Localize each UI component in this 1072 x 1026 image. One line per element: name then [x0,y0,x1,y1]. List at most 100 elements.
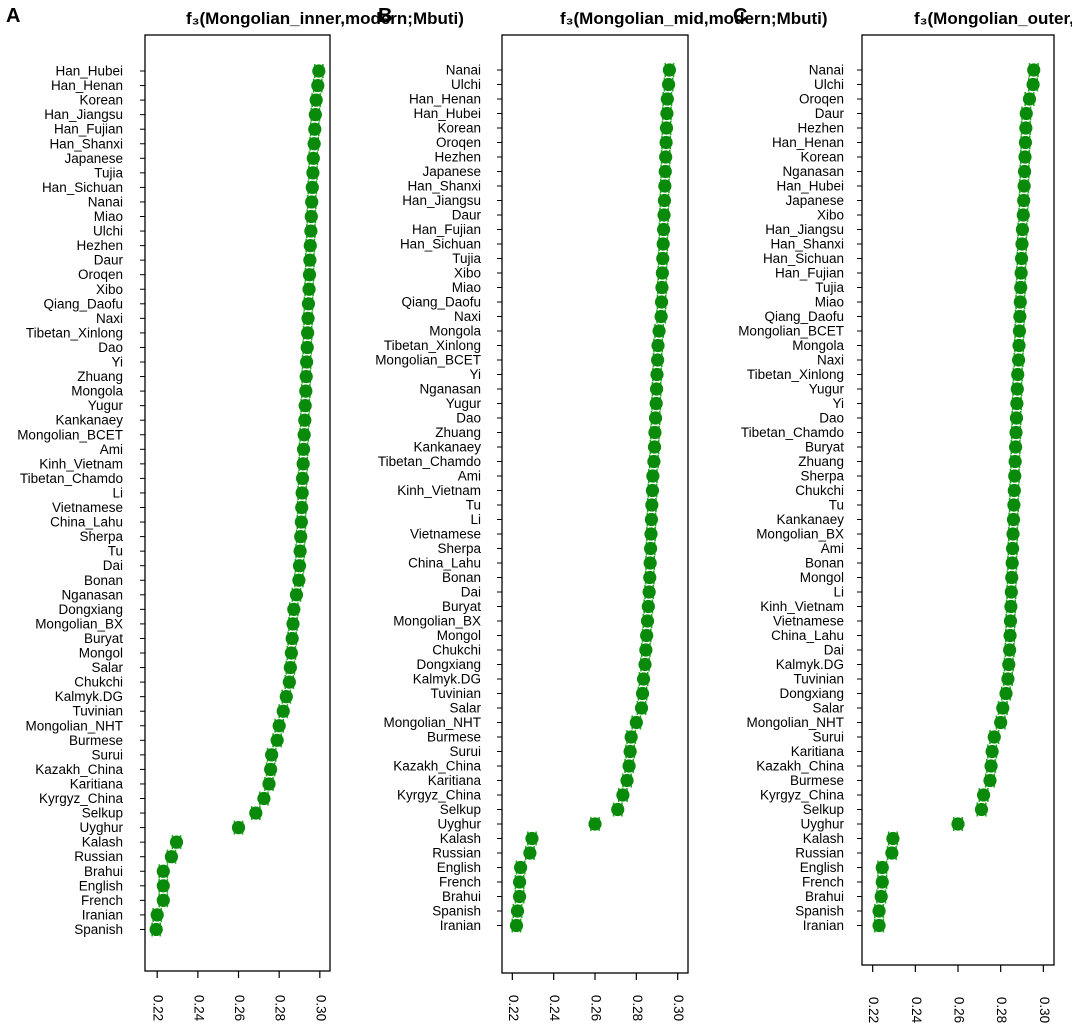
x-tick-label: 0.22 [866,997,881,1023]
population-label: Kyrgyz_China [39,791,124,806]
data-point [1007,483,1021,498]
data-point [265,748,279,762]
data-point [875,875,889,889]
population-label: Xibo [96,282,123,297]
population-label: Burmese [69,733,123,748]
population-label: Tu [466,498,481,513]
x-tick-label: 0.30 [671,995,686,1021]
data-point [654,295,669,309]
data-point [1019,106,1033,121]
panel-title: f₃(Mongolian_mid,modern;Mbuti) [560,9,828,28]
data-point [509,918,524,933]
data-point [1018,150,1032,164]
population-label: Selkup [440,802,481,817]
data-point [1008,454,1022,469]
data-point [1014,280,1028,295]
x-tick-label: 0.30 [1037,997,1052,1023]
data-point [1019,121,1033,135]
population-label: Salar [449,701,481,716]
population-label: Zhuang [435,425,481,440]
x-tick-label: 0.24 [191,995,206,1022]
data-point [299,384,313,398]
data-point [512,875,527,889]
data-point [257,791,271,806]
x-tick-label: 0.26 [232,995,247,1021]
population-label: Dongxiang [779,686,844,701]
population-label: Tuvinian [430,686,481,701]
population-label: Vietnamese [52,500,123,515]
data-point [657,222,671,237]
population-label: Han_Shanxi [770,237,844,252]
data-point [629,715,643,730]
data-point [307,137,321,151]
population-label: Bonan [442,570,481,585]
population-label: Brahui [442,889,481,904]
data-point [169,835,184,849]
population-label: Hezhen [797,121,844,136]
population-label: Mongola [429,324,481,339]
data-point [292,573,306,587]
data-point [624,730,638,744]
population-label: China_Lahu [50,515,123,530]
data-point [300,340,314,355]
population-label: Iranian [440,918,481,933]
population-label: Mongolian_BX [756,527,844,542]
population-label: Iranian [82,907,123,922]
data-point [634,701,649,715]
population-label: Spanish [74,922,123,937]
data-point [872,918,886,933]
data-point [647,440,662,454]
population-label: Ami [458,469,481,484]
population-label: Kazakh_China [393,759,481,774]
population-label: Han_Hubei [413,106,481,121]
data-point [643,556,657,570]
population-label: Buryat [442,599,481,614]
data-point [648,425,662,440]
x-tick-label: 0.24 [547,995,562,1022]
population-label: Tibetan_Chamdo [378,454,481,469]
data-point [285,631,299,646]
data-point [1011,353,1026,367]
population-label: Ami [100,442,123,457]
data-point [270,733,284,747]
population-label: Dao [98,340,123,355]
population-label: Karitiana [428,773,482,788]
data-point [1014,266,1028,280]
population-label: Zhuang [77,369,123,384]
population-label: Han_Henan [772,135,844,150]
data-point [656,237,670,251]
population-label: Spanish [795,904,844,919]
data-point [264,762,278,777]
population-label: Daur [815,106,845,121]
population-label: Nganasan [782,164,844,179]
data-point [294,530,308,544]
data-point [298,399,312,413]
data-point [588,817,602,831]
population-label: Dao [819,411,844,426]
data-point [645,483,660,498]
population-label: Sherpa [437,541,481,556]
data-point [282,675,296,689]
population-label: Tujia [452,251,481,266]
population-label: Mongolian_BX [393,614,481,629]
data-point [308,122,322,136]
population-label: Sherpa [79,529,123,544]
population-label: Kyrgyz_China [397,788,482,803]
population-label: Dai [461,585,481,600]
data-point [286,617,300,631]
data-point [984,759,998,773]
population-label: Bonan [805,556,844,571]
population-label: Li [470,512,481,527]
population-label: Uyghur [437,817,481,832]
population-label: Yi [832,396,844,411]
x-tick-label: 0.22 [506,995,521,1021]
data-point [150,908,164,922]
population-label: Han_Fujian [775,266,844,281]
panel-letter: C [733,5,747,27]
population-label: Ulchi [93,224,123,239]
data-point [1004,599,1018,614]
population-label: Mongolian_BCET [738,324,844,339]
population-label: Russian [432,846,481,861]
data-point [1007,498,1021,512]
